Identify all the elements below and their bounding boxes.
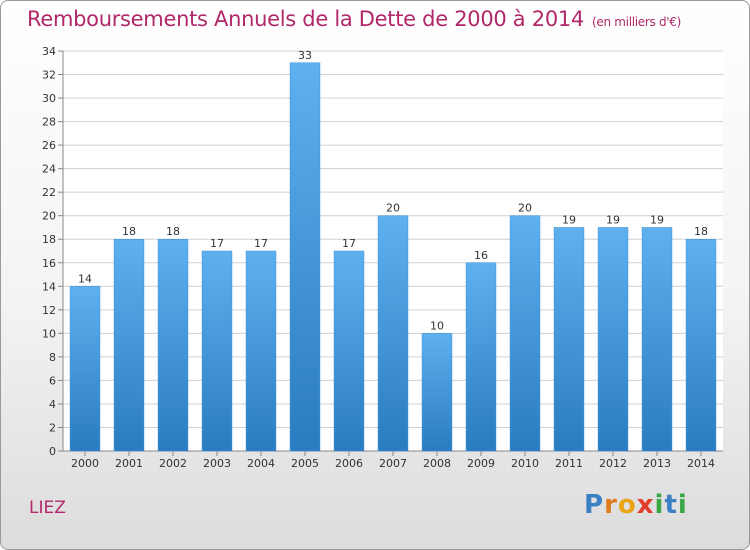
bar-2009 (465, 262, 497, 452)
chart-subtitle: (en milliers d'€) (592, 15, 682, 29)
y-tick-label: 8 (49, 351, 56, 364)
logo-letter: x (636, 490, 655, 520)
bar-2002 (157, 238, 189, 452)
y-tick-label: 10 (42, 327, 56, 340)
chart-title: Remboursements Annuels de la Dette de 20… (27, 7, 681, 31)
y-tick-label: 22 (42, 186, 56, 199)
chart-title-text: Remboursements Annuels de la Dette de 20… (27, 7, 584, 31)
bar-2004 (245, 250, 277, 452)
y-tick-label: 34 (42, 45, 56, 58)
logo-letter: i (677, 490, 688, 520)
x-tick-label-2006: 2006 (335, 457, 363, 470)
bar-2010 (509, 215, 541, 452)
data-label-2004: 17 (254, 237, 268, 250)
x-tick-label-2007: 2007 (379, 457, 407, 470)
x-tick-label-2005: 2005 (291, 457, 319, 470)
data-label-2010: 20 (518, 202, 532, 215)
data-label-2011: 19 (562, 213, 576, 226)
bar-2013 (641, 227, 673, 452)
bar-2007 (377, 215, 409, 452)
logo-letter: t (664, 490, 678, 520)
y-tick-label: 30 (42, 92, 56, 105)
x-tick-label-2009: 2009 (467, 457, 495, 470)
logo-letter: P (584, 490, 605, 520)
y-tick-label: 24 (42, 163, 56, 176)
x-tick-label-2011: 2011 (555, 457, 583, 470)
proxiti-logo: Proxiti (584, 490, 688, 520)
bar-2003 (201, 250, 233, 452)
data-label-2002: 18 (166, 225, 180, 238)
x-tick-label-2002: 2002 (159, 457, 187, 470)
bar-2005 (289, 62, 321, 452)
y-tick-label: 14 (42, 280, 56, 293)
y-tick-label: 20 (42, 210, 56, 223)
logo-letter: r (604, 490, 618, 520)
data-label-2001: 18 (122, 225, 136, 238)
x-tick-label-2014: 2014 (687, 457, 715, 470)
bar-2014 (685, 238, 717, 452)
bar-2011 (553, 227, 585, 452)
x-tick-label-2010: 2010 (511, 457, 539, 470)
data-label-2000: 14 (78, 272, 92, 285)
data-label-2003: 17 (210, 237, 224, 250)
y-tick-label: 0 (49, 445, 56, 458)
bar-2006 (333, 250, 365, 452)
x-tick-label-2000: 2000 (71, 457, 99, 470)
x-tick-label-2004: 2004 (247, 457, 275, 470)
logo-letter: i (654, 490, 665, 520)
y-tick-label: 4 (49, 398, 56, 411)
data-label-2009: 16 (474, 249, 488, 262)
data-label-2005: 33 (298, 49, 312, 62)
y-tick-label: 2 (49, 421, 56, 434)
data-label-2008: 10 (430, 319, 444, 332)
y-tick-label: 12 (42, 304, 56, 317)
bar-2008 (421, 333, 453, 452)
x-tick-label-2013: 2013 (643, 457, 671, 470)
place-name: LIEZ (29, 498, 66, 518)
data-label-2007: 20 (386, 202, 400, 215)
bar-2012 (597, 227, 629, 452)
x-tick-label-2008: 2008 (423, 457, 451, 470)
y-tick-label: 28 (42, 116, 56, 129)
y-tick-label: 6 (49, 374, 56, 387)
x-tick-label-2003: 2003 (203, 457, 231, 470)
y-tick-label: 26 (42, 139, 56, 152)
data-label-2013: 19 (650, 213, 664, 226)
bar-2001 (113, 238, 145, 452)
y-tick-label: 16 (42, 257, 56, 270)
x-tick-label-2012: 2012 (599, 457, 627, 470)
data-label-2006: 17 (342, 237, 356, 250)
data-label-2014: 18 (694, 225, 708, 238)
logo-letter: o (617, 490, 637, 520)
bar-2000 (69, 286, 101, 452)
x-tick-label-2001: 2001 (115, 457, 143, 470)
data-label-2012: 19 (606, 213, 620, 226)
y-tick-label: 18 (42, 233, 56, 246)
y-tick-label: 32 (42, 69, 56, 82)
